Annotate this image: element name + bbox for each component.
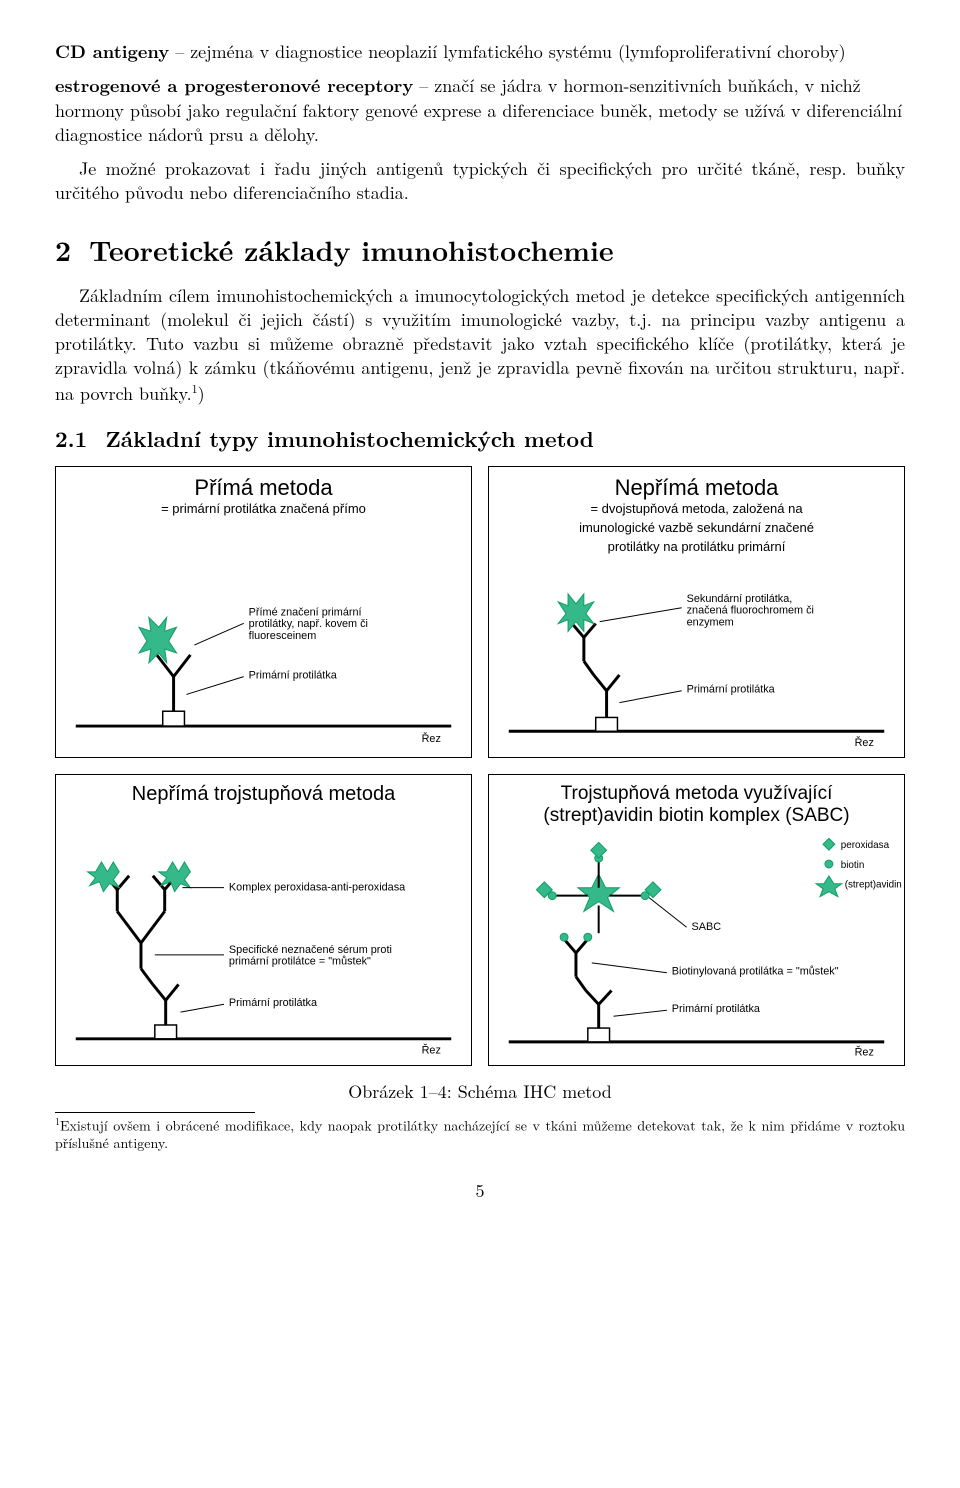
subsection-title: Základní typy imunohistochemických metod xyxy=(105,423,594,454)
p3-l2b: primární protilátce = "můstek" xyxy=(229,955,371,967)
p3-l1: Komplex peroxidasa-anti-peroxidasa xyxy=(229,881,406,893)
footnote-rule xyxy=(55,1112,255,1113)
figure-caption: Obrázek 1–4: Schéma IHC metod xyxy=(55,1080,905,1104)
p2-l2: Primární protilátka xyxy=(687,684,776,696)
p4-l1: SABC xyxy=(692,921,722,933)
p2-l1b: značená fluorochromem či xyxy=(687,604,814,616)
section-number: 2 xyxy=(55,230,71,270)
definition-receptory: estrogenové a progesteronové receptory –… xyxy=(55,74,905,147)
p1-l2: Primární protilátka xyxy=(249,669,338,681)
def-term: CD antigeny xyxy=(55,39,169,64)
fluorochrome-marker-icon xyxy=(558,594,594,632)
para2-tail: ) xyxy=(198,381,205,406)
panel3-diagram: Řez xyxy=(56,815,471,1065)
p3-l3: Primární protilátka xyxy=(229,997,318,1009)
panel2-title: Nepřímá metoda xyxy=(497,475,896,500)
definition-cd-antigeny: CD antigeny – zejména v diagnostice neop… xyxy=(55,40,905,64)
peroxidase-marker-icon xyxy=(88,862,191,892)
section-heading: 2 Teoretické základy imunohistochemie xyxy=(55,232,905,270)
panel-neprima-metoda: Nepřímá metoda = dvojstupňová metoda, za… xyxy=(488,466,905,758)
p1-l1a: Přímé značení primární xyxy=(249,606,362,618)
panel2-diagram: Řez Sekundární protilátka, značená fluor… xyxy=(489,587,904,757)
rez-label: Řez xyxy=(422,732,441,745)
p1-l1b: protilátky, např. kovem či xyxy=(249,618,368,630)
p2-l1a: Sekundární protilátka, xyxy=(687,593,793,605)
panel-trojstupnova: Nepřímá trojstupňová metoda Řez xyxy=(55,774,472,1066)
footnote: 1Existují ovšem i obrácené modifikace, k… xyxy=(55,1115,905,1153)
rez-label: Řez xyxy=(855,736,874,749)
leg-perox: peroxidasa xyxy=(841,840,890,851)
p2-l1c: enzymem xyxy=(687,616,734,628)
panel-prima-metoda: Přímá metoda = primární protilátka znače… xyxy=(55,466,472,758)
panel1-diagram: Řez Přímé značení primární protilátky, n… xyxy=(56,537,471,757)
paragraph-theory: Základním cílem imunohistochemických a i… xyxy=(55,284,905,406)
panel-sabc: Trojstupňová metoda využívající (strept)… xyxy=(488,774,905,1066)
panel1-title: Přímá metoda xyxy=(64,475,463,500)
subsection-number: 2.1 xyxy=(55,423,87,454)
panel4-diagram: Řez xyxy=(489,835,904,1065)
subsection-heading: 2.1 Základní typy imunohistochemických me… xyxy=(55,424,905,454)
leg-avidin: (strept)avidin xyxy=(845,880,902,891)
panel4-title2: (strept)avidin biotin komplex (SABC) xyxy=(497,805,896,827)
rez-label: Řez xyxy=(422,1043,441,1056)
panel2-sub2: imunologické vazbě sekundární značené xyxy=(497,521,896,536)
p1-l1c: fluoresceinem xyxy=(249,630,317,642)
p4-l3: Primární protilátka xyxy=(672,1003,761,1015)
footnote-text: Existují ovšem i obrácené modifikace, kd… xyxy=(55,1116,905,1154)
def-term: estrogenové a progesteronové receptory xyxy=(55,73,413,98)
figure-grid: Přímá metoda = primární protilátka znače… xyxy=(55,466,905,1066)
panel1-sub: = primární protilátka značená přímo xyxy=(64,502,463,517)
panel3-title: Nepřímá trojstupňová metoda xyxy=(64,783,463,806)
p4-l2: Biotinylovaná protilátka = "můstek" xyxy=(672,965,839,977)
section-title: Teoretické základy imunohistochemie xyxy=(89,230,614,270)
panel2-sub1: = dvojstupňová metoda, založená na xyxy=(497,502,896,517)
para2-text: Základním cílem imunohistochemických a i… xyxy=(55,283,905,406)
panel2-sub3: protilátky na protilátku primární xyxy=(497,540,896,555)
paragraph-intro: Je možné prokazovat i řadu jiných antige… xyxy=(55,157,905,206)
legend: peroxidasa biotin (strept)avidin xyxy=(816,838,902,896)
rez-label: Řez xyxy=(855,1045,874,1058)
panel4-title1: Trojstupňová metoda využívající xyxy=(497,783,896,805)
def-rest: – zejména v diagnostice neoplazií lymfat… xyxy=(169,39,845,64)
leg-biotin: biotin xyxy=(841,860,865,871)
p3-l2a: Specifické neznačené sérum proti xyxy=(229,944,392,956)
sabc-complex-icon xyxy=(536,842,661,933)
page-number: 5 xyxy=(55,1179,905,1203)
